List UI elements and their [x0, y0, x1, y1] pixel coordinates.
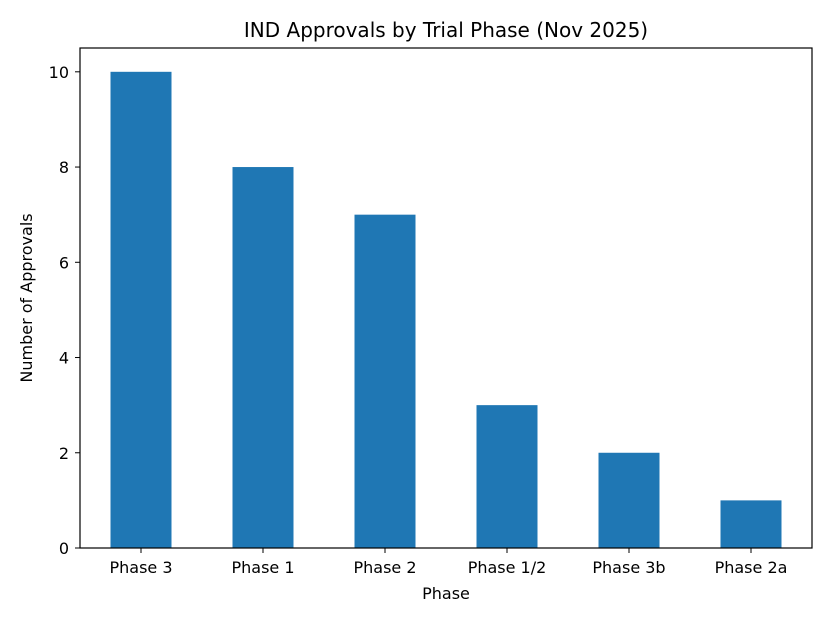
y-tick-label-3: 6 — [59, 253, 69, 272]
chart-title: IND Approvals by Trial Phase (Nov 2025) — [244, 18, 648, 42]
y-ticks-group: 0 2 4 6 8 10 — [49, 63, 80, 558]
y-tick-label-1: 2 — [59, 444, 69, 463]
y-tick-label-2: 4 — [59, 349, 69, 368]
x-tick-label-4: Phase 3b — [592, 558, 665, 577]
x-axis-label: Phase — [422, 584, 470, 603]
bar-2 — [354, 214, 416, 548]
bar-1 — [232, 167, 294, 549]
x-tick-label-2: Phase 2 — [353, 558, 416, 577]
bar-0 — [110, 71, 172, 549]
x-ticks-group: Phase 3 Phase 1 Phase 2 Phase 1/2 Phase 3b Ph… — [109, 548, 787, 577]
y-tick-label-4: 8 — [59, 158, 69, 177]
axes-frame — [79, 47, 813, 549]
bar-4 — [598, 452, 660, 548]
y-axis-label: Number of Approvals — [17, 213, 36, 382]
x-tick-label-1: Phase 1 — [231, 558, 294, 577]
x-tick-label-5: Phase 2a — [715, 558, 788, 577]
bars-group — [110, 71, 782, 549]
bar-3 — [476, 405, 538, 548]
x-tick-label-0: Phase 3 — [109, 558, 172, 577]
y-tick-label-0: 0 — [59, 539, 69, 558]
y-tick-label-5: 10 — [49, 63, 69, 82]
x-tick-label-3: Phase 1/2 — [468, 558, 547, 577]
bar-5 — [720, 500, 782, 548]
